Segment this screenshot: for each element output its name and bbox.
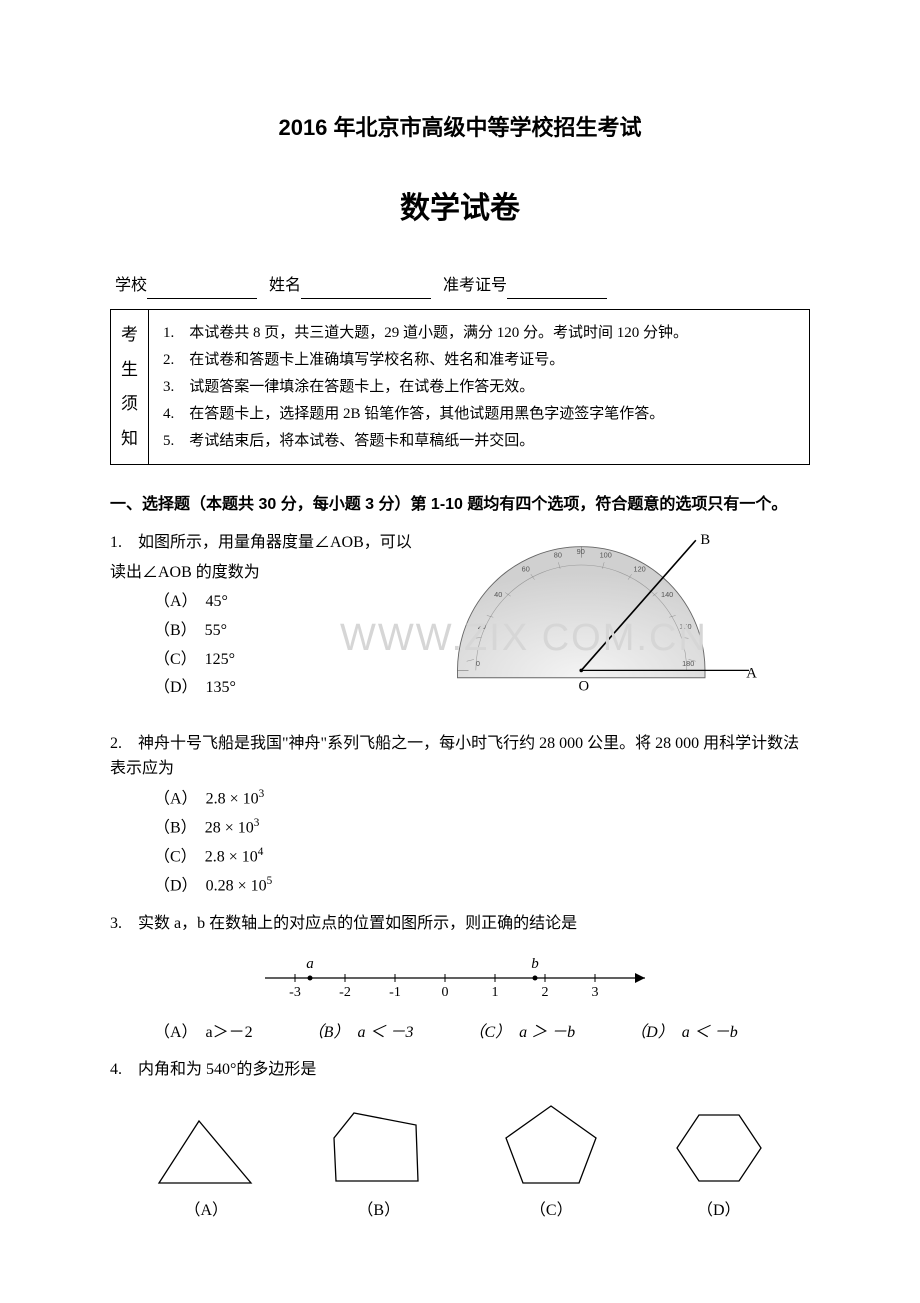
q3-option-a: （A） a＞－2 — [154, 1020, 253, 1046]
quadrilateral-icon — [324, 1103, 434, 1193]
svg-text:0: 0 — [442, 985, 449, 1000]
question-2: 2. 神舟十号飞船是我国"神舟"系列飞船之一，每小时飞行约 28 000 公里。… — [110, 731, 810, 899]
notice-item: 2. 在试卷和答题卡上准确填写学校名称、姓名和准考证号。 — [163, 348, 795, 372]
q1-text-l1: 1. 如图所示，用量角器度量∠AOB，可以 — [110, 530, 430, 556]
svg-text:140: 140 — [661, 590, 673, 599]
name-label: 姓名 — [269, 277, 301, 294]
svg-text:1: 1 — [492, 985, 499, 1000]
svg-text:3: 3 — [592, 985, 599, 1000]
q3-option-d: （D） a ＜ －b — [630, 1020, 738, 1046]
q4-text: 4. 内角和为 540°的多边形是 — [110, 1057, 810, 1083]
q2-text: 2. 神舟十号飞船是我国"神舟"系列飞船之一，每小时飞行约 28 000 公里。… — [110, 731, 810, 782]
svg-text:80: 80 — [554, 551, 562, 560]
sub-title: 数学试卷 — [110, 185, 810, 233]
number-line-figure: -3 -2 -1 0 1 2 3 a b — [245, 946, 675, 1001]
info-line: 学校 姓名 准考证号 — [110, 273, 810, 299]
hexagon-icon — [669, 1103, 769, 1193]
q2-option-a: （A） 2.8 × 103 — [154, 786, 810, 812]
svg-text:40: 40 — [494, 590, 502, 599]
q3-option-c: （C） a ＞ －b — [468, 1020, 575, 1046]
svg-text:-3: -3 — [289, 985, 301, 1000]
label-B: B — [700, 532, 710, 548]
label-O: O — [579, 679, 590, 695]
svg-text:60: 60 — [522, 565, 530, 574]
section-1-header: 一、选择题（本题共 30 分，每小题 3 分）第 1-10 题均有四个选项，符合… — [110, 490, 810, 520]
school-label: 学校 — [115, 277, 147, 294]
notice-item: 5. 考试结束后，将本试卷、答题卡和草稿纸一并交回。 — [163, 429, 795, 453]
q3-text: 3. 实数 a，b 在数轴上的对应点的位置如图所示，则正确的结论是 — [110, 911, 810, 937]
main-title: 2016 年北京市高级中等学校招生考试 — [110, 110, 810, 145]
notice-item: 3. 试题答案一律填涂在答题卡上，在试卷上作答无效。 — [163, 375, 795, 399]
question-1: 1. 如图所示，用量角器度量∠AOB，可以 读出∠AOB 的度数为 （A） 45… — [110, 530, 810, 719]
q4-option-b: （B） — [324, 1103, 434, 1224]
name-blank[interactable] — [301, 280, 431, 299]
notice-vertical-label: 考 生 须 知 — [111, 310, 149, 464]
school-blank[interactable] — [147, 280, 257, 299]
svg-text:-1: -1 — [389, 985, 401, 1000]
svg-text:a: a — [306, 956, 314, 972]
q2-option-c: （C） 2.8 × 104 — [154, 844, 810, 870]
notice-content: 1. 本试卷共 8 页，共三道大题，29 道小题，满分 120 分。考试时间 1… — [149, 310, 809, 464]
notice-box: 考 生 须 知 1. 本试卷共 8 页，共三道大题，29 道小题，满分 120 … — [110, 309, 810, 465]
exam-id-label: 准考证号 — [443, 277, 507, 294]
notice-item: 1. 本试卷共 8 页，共三道大题，29 道小题，满分 120 分。考试时间 1… — [163, 321, 795, 345]
svg-text:120: 120 — [634, 565, 646, 574]
pentagon-icon — [496, 1098, 606, 1193]
q1-option-d: （D） 135° — [154, 675, 430, 701]
question-4: 4. 内角和为 540°的多边形是 （A） （B） （C） （D） — [110, 1057, 810, 1223]
watermark: WWW.ZIX COM.CN — [340, 608, 708, 669]
q2-option-b: （B） 28 × 103 — [154, 815, 810, 841]
q4-option-d: （D） — [669, 1103, 769, 1224]
question-3: 3. 实数 a，b 在数轴上的对应点的位置如图所示，则正确的结论是 -3 -2 -1… — [110, 911, 810, 1046]
q2-option-d: （D） 0.28 × 105 — [154, 873, 810, 899]
label-A: A — [746, 666, 757, 682]
svg-text:-2: -2 — [339, 985, 351, 1000]
svg-text:b: b — [531, 956, 539, 972]
svg-text:2: 2 — [542, 985, 549, 1000]
exam-id-blank[interactable] — [507, 280, 607, 299]
notice-item: 4. 在答题卡上，选择题用 2B 铅笔作答，其他试题用黑色字迹签字笔作答。 — [163, 402, 795, 426]
svg-text:90: 90 — [577, 547, 585, 556]
q3-option-b: （B） a ＜ －3 — [308, 1020, 414, 1046]
q4-option-a: （A） — [151, 1113, 261, 1224]
triangle-icon — [151, 1113, 261, 1193]
q1-text-l2: 读出∠AOB 的度数为 — [110, 560, 430, 586]
q4-option-c: （C） — [496, 1098, 606, 1224]
svg-text:100: 100 — [600, 551, 612, 560]
